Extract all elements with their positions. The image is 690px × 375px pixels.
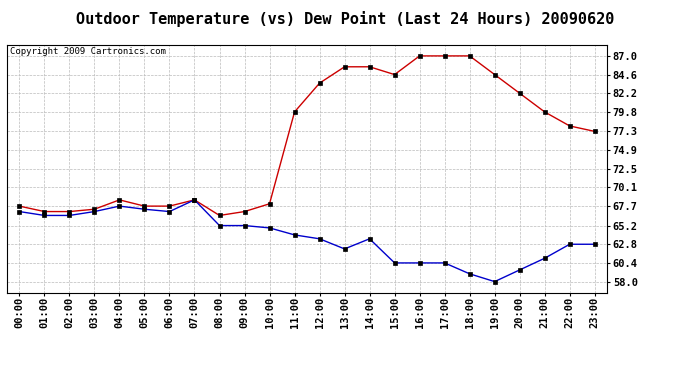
Text: Copyright 2009 Cartronics.com: Copyright 2009 Cartronics.com xyxy=(10,48,166,57)
Text: Outdoor Temperature (vs) Dew Point (Last 24 Hours) 20090620: Outdoor Temperature (vs) Dew Point (Last… xyxy=(76,11,614,27)
